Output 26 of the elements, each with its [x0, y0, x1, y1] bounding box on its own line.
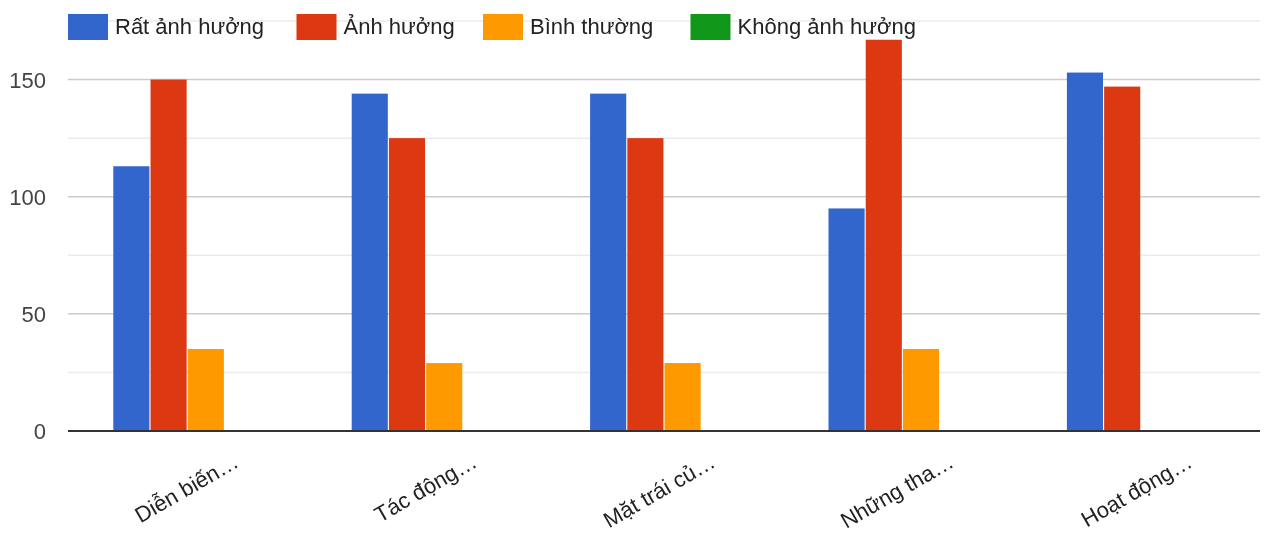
legend-label: Ảnh hưởng — [343, 14, 455, 39]
bar — [388, 138, 426, 431]
y-tick-label: 0 — [33, 419, 46, 444]
bar — [150, 79, 187, 431]
bar — [590, 93, 627, 431]
x-tick-label: Tác động… — [370, 448, 482, 528]
bar — [351, 93, 388, 431]
bar — [865, 39, 902, 431]
bar — [113, 166, 150, 431]
bar — [1104, 86, 1141, 431]
bar — [1066, 72, 1104, 431]
y-tick-label: 50 — [21, 301, 46, 327]
x-tick-label: Hoạt động… — [1076, 448, 1197, 533]
x-tick-label: Diễn biến… — [130, 448, 243, 528]
legend-label: Bình thường — [530, 14, 654, 39]
y-tick-label: 100 — [9, 184, 46, 210]
bar — [902, 349, 940, 431]
legend-label: Rất ảnh hưởng — [115, 14, 265, 39]
y-tick-label: 150 — [9, 67, 46, 93]
bar — [828, 208, 865, 431]
bar — [187, 349, 224, 431]
legend-label: Không ảnh hưởng — [737, 14, 916, 39]
bar — [627, 138, 664, 431]
bar — [426, 363, 463, 431]
x-tick-label: Mặt trái củ… — [598, 448, 720, 533]
bar — [664, 363, 701, 431]
